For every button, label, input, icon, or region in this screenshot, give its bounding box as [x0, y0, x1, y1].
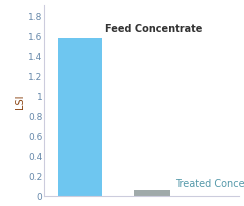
Text: Feed Concentrate: Feed Concentrate: [105, 24, 203, 34]
Bar: [134, 190, 171, 196]
Bar: [58, 39, 102, 196]
Y-axis label: LSI: LSI: [15, 94, 25, 108]
Text: Treated Concentrate: Treated Concentrate: [175, 178, 244, 188]
